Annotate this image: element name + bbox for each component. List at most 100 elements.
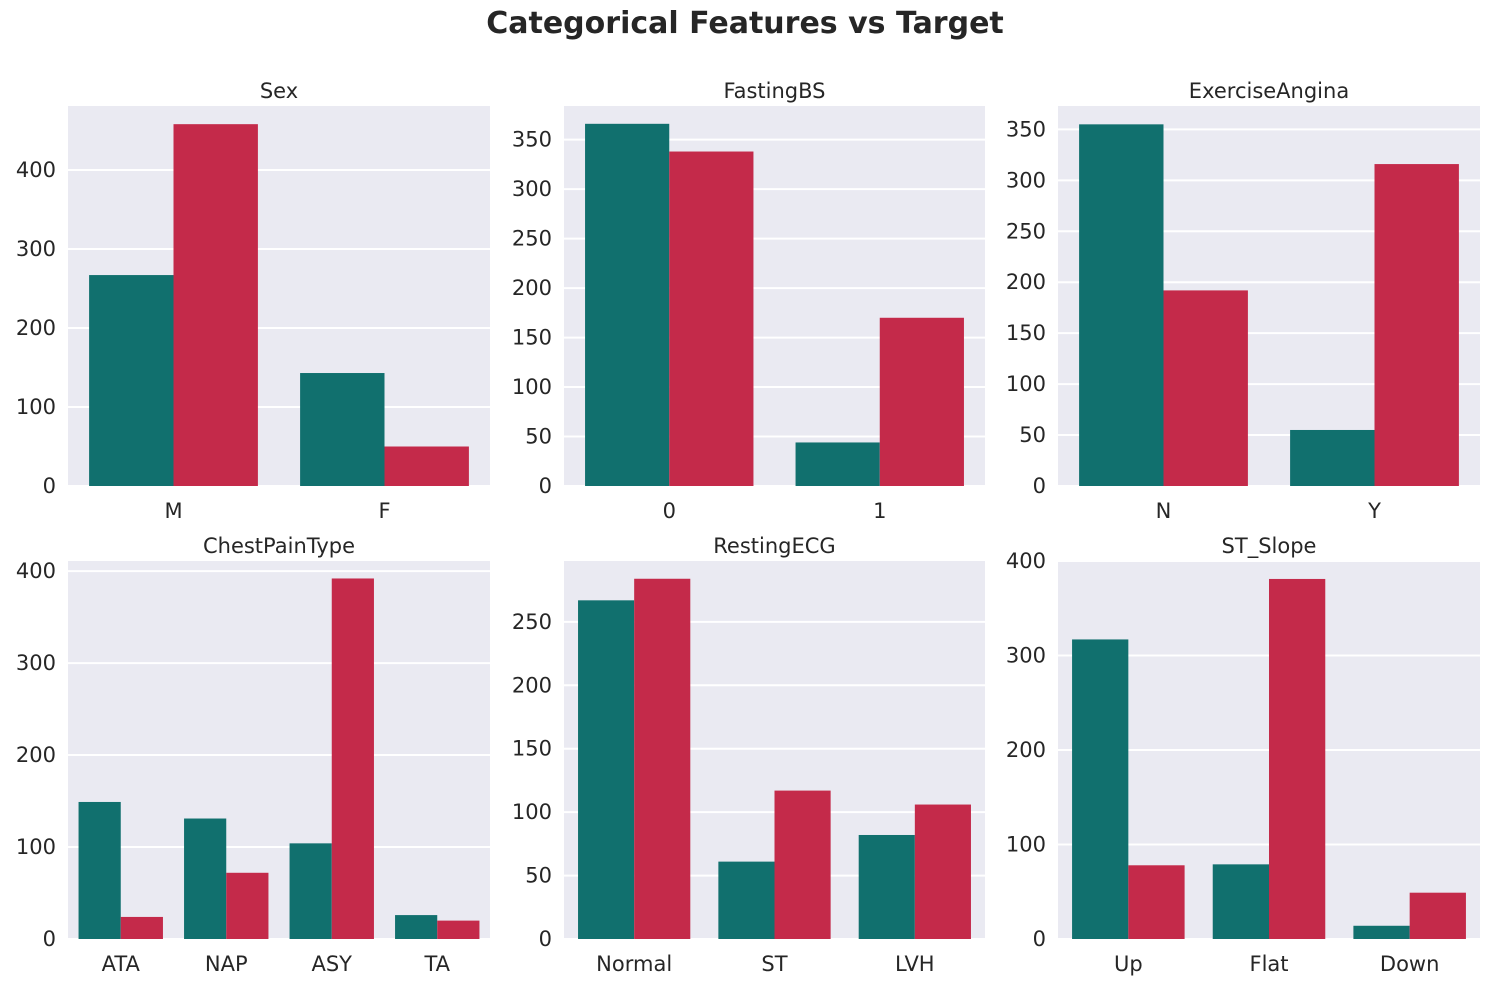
- y-tick-label: 250: [512, 610, 552, 634]
- bar-Down-target-0: [1353, 925, 1410, 939]
- bar-N-target-1: [1163, 290, 1248, 486]
- y-tick-label: 0: [1033, 474, 1046, 498]
- x-tick-label: Down: [1380, 952, 1440, 976]
- x-tick-label: 0: [663, 499, 676, 523]
- y-tick-label: 300: [1006, 644, 1046, 668]
- y-tick-label: 100: [1006, 833, 1046, 857]
- y-tick-label: 150: [1006, 321, 1046, 345]
- x-tick-label: ST: [761, 952, 787, 976]
- bar-ATA-target-1: [120, 916, 163, 939]
- x-tick-label: M: [164, 499, 182, 523]
- y-tick-label: 150: [512, 326, 552, 350]
- y-tick-label: 0: [43, 474, 56, 498]
- y-tick-label: 50: [525, 425, 552, 449]
- y-tick-label: 400: [16, 559, 56, 583]
- x-tick-label: Y: [1367, 499, 1381, 523]
- bar-M-target-1: [173, 124, 258, 487]
- bar-F-target-1: [384, 446, 469, 486]
- y-tick-label: 300: [512, 177, 552, 201]
- figure-title: Categorical Features vs Target: [486, 6, 1004, 41]
- y-tick-label: 0: [539, 474, 552, 498]
- bar-Normal-target-1: [634, 578, 691, 939]
- y-tick-label: 350: [1006, 117, 1046, 141]
- y-tick-label: 200: [1006, 738, 1046, 762]
- y-tick-label: 200: [1006, 270, 1046, 294]
- y-tick-label: 100: [16, 835, 56, 859]
- x-tick-label: Up: [1114, 952, 1143, 976]
- y-tick-label: 200: [512, 276, 552, 300]
- x-tick-label: NAP: [205, 952, 248, 976]
- y-tick-label: 400: [16, 158, 56, 182]
- x-tick-label: LVH: [895, 952, 935, 976]
- y-tick-label: 300: [16, 651, 56, 675]
- x-tick-label: ASY: [311, 952, 352, 976]
- bar-Flat-target-1: [1269, 578, 1326, 939]
- x-tick-label: F: [378, 499, 390, 523]
- y-tick-label: 100: [512, 375, 552, 399]
- y-tick-label: 0: [43, 927, 56, 951]
- y-tick-label: 100: [512, 800, 552, 824]
- subplot-5: 0 100 200 300 400 Up Flat Down ST_Slope: [1006, 534, 1480, 976]
- subplot-title: ST_Slope: [1222, 534, 1317, 559]
- bar-0-target-1: [669, 151, 754, 487]
- bar-TA-target-1: [437, 920, 480, 939]
- bar-0-target-0: [585, 123, 670, 486]
- bar-Down-target-1: [1409, 892, 1466, 939]
- y-tick-label: 400: [1006, 549, 1046, 573]
- bar-LVH-target-0: [858, 834, 915, 939]
- bar-1-target-0: [795, 442, 880, 486]
- bar-M-target-0: [89, 275, 174, 486]
- bar-Up-target-1: [1128, 865, 1185, 939]
- x-tick-label: N: [1156, 499, 1172, 523]
- subplot-title: FastingBS: [723, 79, 825, 103]
- subplot-0: 0 100 200 300 400 M F Sex: [16, 79, 490, 523]
- y-tick-label: 250: [1006, 219, 1046, 243]
- subplot-title: ChestPainType: [203, 534, 355, 558]
- y-tick-label: 350: [512, 128, 552, 152]
- plot-area: [68, 561, 490, 939]
- subplot-title: Sex: [260, 79, 298, 103]
- y-tick-label: 200: [16, 316, 56, 340]
- subplot-title: RestingECG: [713, 534, 835, 558]
- subplot-1: 0 50 100 150 200 250 300 350 0 1 FastingBS: [512, 79, 985, 523]
- x-tick-label: TA: [423, 952, 450, 976]
- bar-ASY-target-0: [289, 843, 332, 939]
- bar-Flat-target-0: [1212, 864, 1269, 939]
- y-tick-label: 0: [539, 927, 552, 951]
- y-tick-label: 50: [525, 864, 552, 888]
- y-tick-label: 200: [16, 743, 56, 767]
- y-tick-label: 100: [16, 395, 56, 419]
- bar-N-target-0: [1079, 124, 1164, 486]
- bar-NAP-target-0: [184, 818, 227, 939]
- x-tick-label: Flat: [1249, 952, 1288, 976]
- y-tick-label: 300: [16, 237, 56, 261]
- y-tick-label: 200: [512, 673, 552, 697]
- x-tick-label: Normal: [596, 952, 672, 976]
- bar-Up-target-0: [1072, 639, 1129, 939]
- bar-F-target-0: [300, 373, 385, 486]
- bar-ASY-target-1: [331, 578, 374, 939]
- bar-TA-target-0: [395, 915, 438, 939]
- bar-ST-target-1: [774, 790, 831, 939]
- subplot-2: 0 50 100 150 200 250 300 350 N Y ExerciseAngina: [1006, 79, 1480, 523]
- y-tick-label: 0: [1033, 927, 1046, 951]
- y-tick-label: 150: [512, 737, 552, 761]
- subplot-3: 0 100 200 300 400 ATA NAP ASY TA ChestPainType: [16, 534, 490, 976]
- bar-ATA-target-0: [78, 801, 121, 939]
- y-tick-label: 100: [1006, 372, 1046, 396]
- x-tick-label: ATA: [102, 952, 141, 976]
- bar-Normal-target-0: [578, 600, 635, 939]
- y-tick-label: 300: [1006, 168, 1046, 192]
- y-tick-label: 50: [1019, 423, 1046, 447]
- subplot-4: 0 50 100 150 200 250 Normal ST LVH RestingECG: [512, 534, 985, 976]
- subplot-title: ExerciseAngina: [1189, 79, 1349, 103]
- bar-ST-target-0: [718, 861, 775, 939]
- x-tick-label: 1: [873, 499, 886, 523]
- bar-LVH-target-1: [914, 804, 971, 939]
- y-tick-label: 250: [512, 227, 552, 251]
- bar-1-target-1: [879, 317, 964, 486]
- bar-Y-target-1: [1374, 164, 1459, 486]
- bar-Y-target-0: [1290, 429, 1375, 486]
